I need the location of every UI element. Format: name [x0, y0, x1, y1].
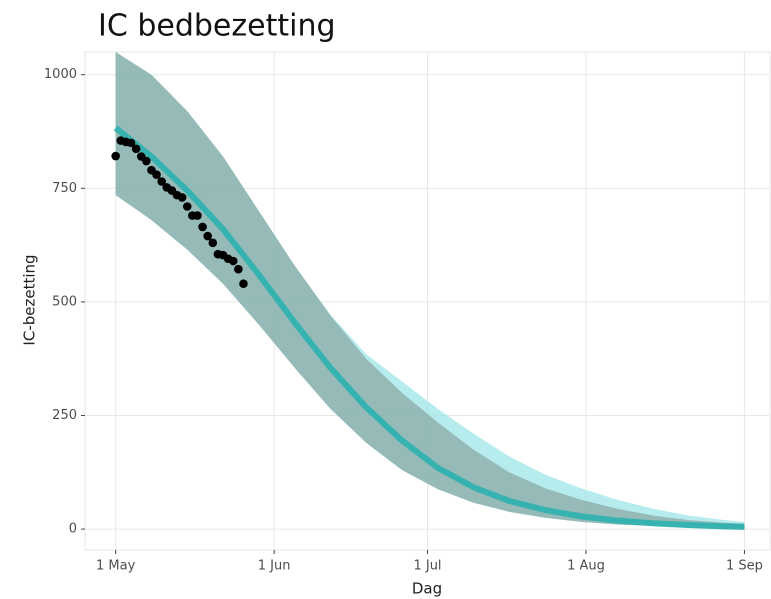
ribbon — [115, 52, 745, 529]
observed-point — [208, 238, 218, 248]
observed-point — [131, 144, 141, 154]
observed-point — [193, 211, 202, 220]
y-tick-label: 0 — [69, 522, 77, 537]
observed-point — [228, 256, 238, 266]
model-line — [113, 125, 745, 530]
observed-point — [152, 170, 161, 179]
x-tick-label: 1 Jun — [258, 559, 291, 574]
x-tick-label: 1 Sep — [726, 559, 763, 574]
observed-point — [203, 231, 212, 241]
x-tick-label: 1 Aug — [567, 559, 605, 574]
observed-point — [157, 177, 166, 186]
observed-point — [126, 138, 136, 148]
observed-point — [111, 151, 120, 161]
y-axis-title: IC-bezetting — [21, 254, 39, 345]
x-tick-label: 1 Jul — [413, 559, 441, 574]
y-tick-label: 1000 — [44, 67, 77, 82]
observed-point — [234, 264, 243, 274]
y-tick-label: 750 — [52, 181, 77, 196]
observed-point — [198, 222, 207, 232]
y-tick-label: 500 — [52, 294, 77, 309]
x-tick-label: 1 May — [96, 559, 136, 574]
observed-point — [142, 156, 151, 166]
chart-title: IC bedbezetting — [98, 9, 336, 44]
observed-point — [239, 279, 248, 289]
observed-point — [177, 193, 187, 202]
x-axis-title: Dag — [412, 580, 442, 598]
observed-point — [182, 202, 192, 211]
y-tick-label: 250 — [52, 408, 77, 423]
